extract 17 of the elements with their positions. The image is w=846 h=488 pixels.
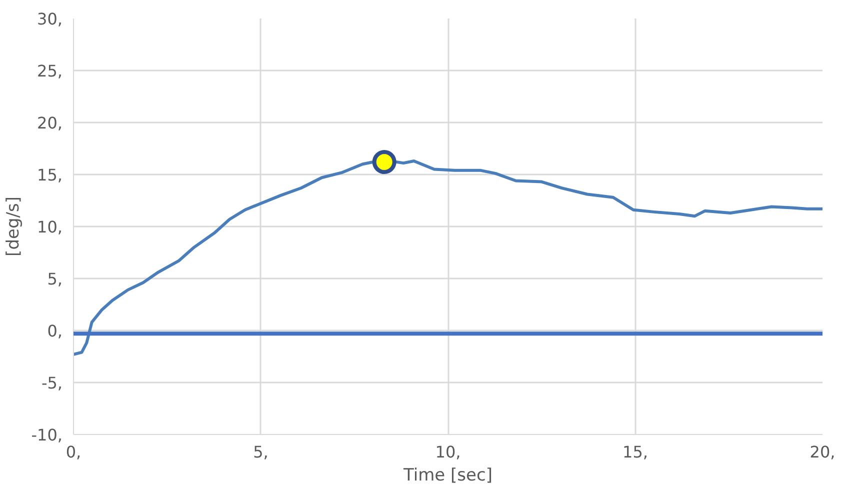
y-tick-label: 5, bbox=[47, 270, 62, 288]
x-tick-label: 10, bbox=[435, 442, 461, 462]
x-axis-title: Time [sec] bbox=[402, 466, 492, 486]
line-series bbox=[74, 158, 822, 356]
y-tick-label: 15, bbox=[37, 166, 63, 184]
y-tick-label: 0, bbox=[47, 322, 62, 340]
y-tick-label: 30, bbox=[37, 10, 63, 28]
y-tick-label: 10, bbox=[37, 218, 63, 236]
y-tick-label: 25, bbox=[37, 62, 63, 80]
y-tick-label: -5, bbox=[41, 374, 63, 392]
y-tick-label: 20, bbox=[37, 114, 63, 132]
y-axis-title: [deg/s] bbox=[3, 196, 24, 256]
y-tick-label: -10, bbox=[31, 426, 62, 444]
x-tick-label: 15, bbox=[622, 442, 648, 462]
x-tick-label: 20, bbox=[810, 442, 836, 462]
x-tick-label: 5, bbox=[253, 442, 268, 462]
x-tick-label: 0, bbox=[66, 442, 82, 462]
